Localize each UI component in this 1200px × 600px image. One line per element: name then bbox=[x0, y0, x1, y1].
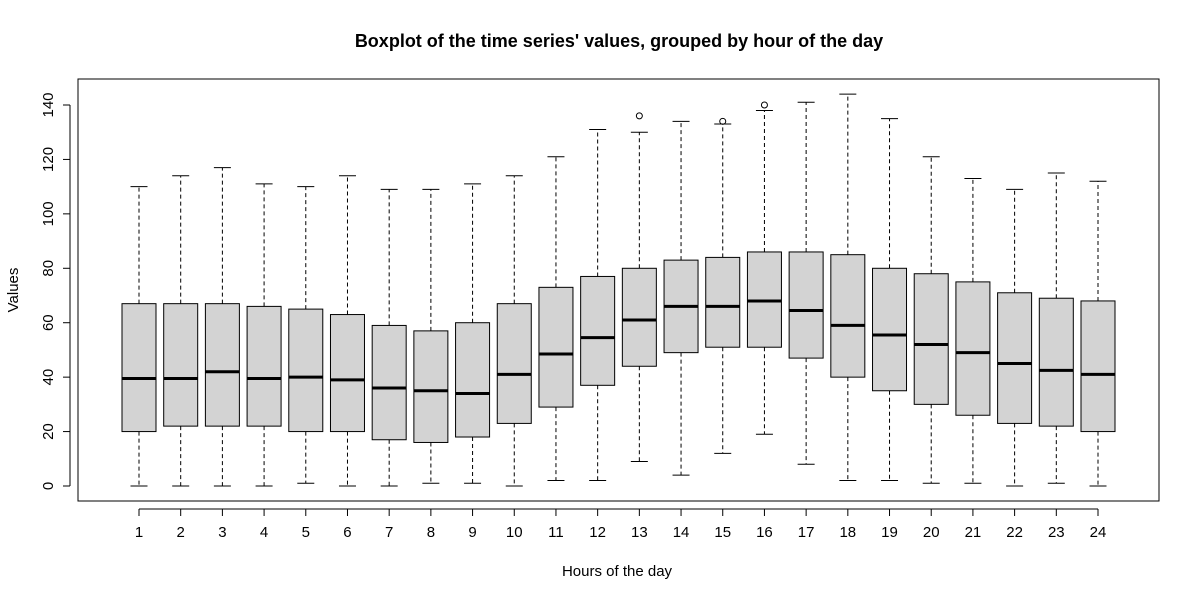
x-tick-label: 1 bbox=[135, 524, 143, 541]
x-tick-label: 4 bbox=[260, 524, 268, 541]
y-tick-label: 40 bbox=[40, 369, 57, 386]
box-22 bbox=[997, 188, 1033, 487]
box-iqr bbox=[371, 324, 407, 441]
x-tick-label: 24 bbox=[1090, 524, 1107, 541]
box-iqr bbox=[705, 256, 741, 348]
box-iqr bbox=[913, 273, 949, 405]
outlier-point bbox=[719, 117, 727, 125]
y-tick-label: 60 bbox=[40, 314, 57, 331]
box-4 bbox=[246, 183, 282, 487]
x-tick-label: 14 bbox=[673, 524, 690, 541]
y-tick-label: 100 bbox=[40, 201, 57, 226]
box-3 bbox=[204, 167, 240, 487]
x-tick-label: 12 bbox=[589, 524, 606, 541]
x-tick-label: 21 bbox=[965, 524, 982, 541]
y-axis: 0 20 40 60 80 100 120 140 bbox=[40, 92, 71, 490]
box-iqr bbox=[288, 308, 324, 433]
boxes-group bbox=[121, 93, 1116, 487]
box-iqr bbox=[246, 305, 282, 427]
x-tick-label: 20 bbox=[923, 524, 940, 541]
box-16 bbox=[746, 101, 782, 435]
box-iqr bbox=[997, 292, 1033, 424]
x-tick-label: 15 bbox=[714, 524, 731, 541]
box-iqr bbox=[788, 251, 824, 359]
box-11 bbox=[538, 156, 574, 482]
y-tick-label: 20 bbox=[40, 423, 57, 440]
box-19 bbox=[872, 118, 908, 482]
x-tick-label: 6 bbox=[343, 524, 351, 541]
box-9 bbox=[455, 183, 491, 484]
box-5 bbox=[288, 186, 324, 484]
box-1 bbox=[121, 186, 157, 487]
box-2 bbox=[163, 175, 199, 487]
x-tick-label: 23 bbox=[1048, 524, 1065, 541]
x-tick-label: 16 bbox=[756, 524, 773, 541]
box-iqr bbox=[830, 254, 866, 378]
box-15 bbox=[705, 117, 741, 454]
x-tick-label: 11 bbox=[548, 524, 564, 541]
box-7 bbox=[371, 188, 407, 487]
outlier-point bbox=[760, 101, 768, 109]
box-iqr bbox=[413, 330, 449, 443]
box-iqr bbox=[329, 314, 365, 433]
box-iqr bbox=[121, 303, 157, 433]
box-iqr bbox=[1080, 300, 1116, 433]
box-iqr bbox=[1038, 297, 1074, 427]
x-axis-label: Hours of the day bbox=[562, 563, 673, 580]
x-tick-label: 17 bbox=[798, 524, 815, 541]
box-iqr bbox=[538, 286, 574, 408]
x-tick-label: 18 bbox=[839, 524, 856, 541]
outlier-point bbox=[635, 112, 643, 120]
x-tick-label: 2 bbox=[177, 524, 185, 541]
box-iqr bbox=[955, 281, 991, 416]
x-tick-label: 8 bbox=[427, 524, 435, 541]
y-tick-label: 0 bbox=[40, 482, 57, 490]
chart-title: Boxplot of the time series' values, grou… bbox=[355, 31, 883, 51]
box-13 bbox=[621, 112, 657, 463]
y-tick-label: 120 bbox=[40, 147, 57, 172]
y-tick-label: 80 bbox=[40, 260, 57, 277]
x-tick-label: 10 bbox=[506, 524, 523, 541]
x-tick-label: 13 bbox=[631, 524, 648, 541]
box-23 bbox=[1038, 172, 1074, 484]
x-tick-label: 22 bbox=[1006, 524, 1023, 541]
y-axis-label: Values bbox=[5, 268, 22, 313]
box-6 bbox=[329, 175, 365, 487]
x-tick-label: 7 bbox=[385, 524, 393, 541]
box-iqr bbox=[455, 322, 491, 438]
x-tick-label: 19 bbox=[881, 524, 898, 541]
box-iqr bbox=[163, 303, 199, 427]
box-17 bbox=[788, 101, 824, 465]
x-axis: 1 2 3 4 5 6 7 8 9 10 11 12 13 14 15 16 17 18 19 20 21 22 23 24 bbox=[135, 508, 1107, 541]
box-14 bbox=[663, 120, 699, 476]
box-18 bbox=[830, 93, 866, 482]
plot-frame bbox=[77, 78, 1160, 502]
box-12 bbox=[580, 128, 616, 482]
x-tick-label: 3 bbox=[218, 524, 226, 541]
box-iqr bbox=[204, 303, 240, 427]
box-24 bbox=[1080, 180, 1116, 487]
box-20 bbox=[913, 156, 949, 484]
box-8 bbox=[413, 188, 449, 484]
box-iqr bbox=[872, 267, 908, 392]
box-21 bbox=[955, 177, 991, 484]
box-iqr bbox=[580, 275, 616, 386]
y-tick-label: 140 bbox=[40, 92, 57, 117]
box-iqr bbox=[496, 303, 532, 424]
box-iqr bbox=[621, 267, 657, 367]
box-10 bbox=[496, 175, 532, 487]
x-tick-label: 5 bbox=[302, 524, 310, 541]
x-tick-label: 9 bbox=[468, 524, 476, 541]
